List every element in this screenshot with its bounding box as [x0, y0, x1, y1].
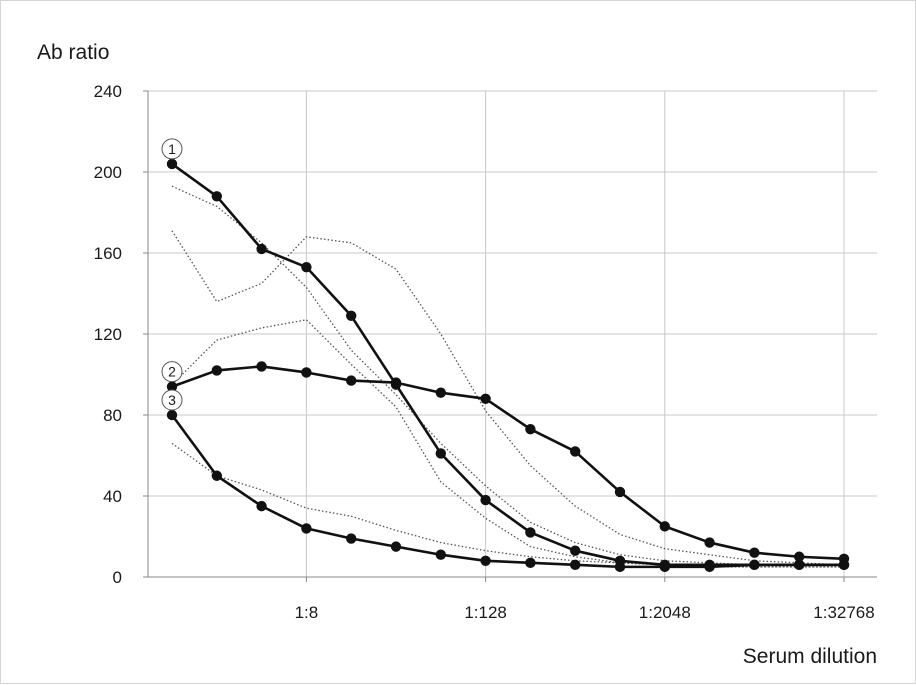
series-2-point [614, 486, 626, 498]
series-3-line [170, 414, 844, 569]
series-3-point [570, 559, 581, 571]
series-1-point [256, 243, 267, 255]
series-1-point [480, 494, 491, 506]
series-3-badge [161, 389, 183, 411]
series-3-point [435, 549, 446, 560]
series-1-point [435, 448, 446, 459]
series-3-point [211, 470, 222, 481]
y-tick-label: 240 [94, 82, 122, 101]
x-axis-title: Serum dilution [743, 645, 877, 668]
series-2-line [171, 365, 845, 561]
series-1-badge-label: 1 [168, 141, 176, 157]
y-tick-label: 0 [113, 568, 122, 587]
series-2-point [211, 365, 222, 376]
y-tick-label: 200 [94, 163, 122, 182]
series-1-point [525, 527, 536, 538]
dotted-series-line [171, 319, 844, 568]
series-1-point [570, 545, 581, 556]
series-group [166, 158, 850, 573]
dotted-series-line [171, 185, 844, 566]
series-3-point [256, 500, 267, 512]
series-3-point [614, 561, 626, 573]
series-2-point [166, 381, 178, 392]
series-2-point [659, 521, 670, 532]
series-3-point [794, 559, 805, 571]
series-3-point [525, 557, 536, 569]
series-3-point [301, 523, 312, 534]
series-2-point [435, 387, 446, 398]
series-1-point [346, 310, 357, 321]
y-tick-label: 160 [94, 244, 122, 263]
series-2-point [480, 393, 491, 404]
series-2-point [749, 547, 760, 558]
series-2-point [794, 551, 805, 562]
x-tick-label: 1:32768 [813, 603, 874, 622]
x-tick-label: 1:128 [464, 603, 507, 622]
series-3-point [838, 559, 850, 571]
series-3-point [480, 555, 491, 566]
series-2-point [256, 361, 267, 372]
dotted-series-line [171, 230, 845, 566]
series-2-point [346, 375, 357, 386]
series-3-point [704, 561, 715, 573]
series-1-point [301, 261, 312, 273]
series-1-badge [161, 138, 183, 160]
series-3-point [346, 533, 357, 544]
series-labels: 1 2 3 [161, 138, 183, 411]
series-3-badge-label: 3 [168, 392, 176, 408]
series-3-point [166, 409, 178, 421]
series-3-point [749, 559, 760, 571]
series-2-point [525, 423, 536, 435]
y-tick-label: 40 [103, 487, 122, 506]
dotted-series-line [171, 442, 844, 568]
series-3-point [390, 541, 402, 552]
series-3-point [659, 561, 670, 573]
series-1-point [166, 158, 178, 170]
x-tick-label: 1:2048 [639, 603, 691, 622]
series-2-badge [161, 361, 183, 383]
axes: 0 40 80 120 160 200 240 1:8 1:128 1:2048 1:32768 [94, 82, 877, 622]
series-1-point [211, 191, 222, 202]
series-2-point [704, 537, 715, 548]
series-2-point [570, 446, 581, 457]
series-2-badge-label: 2 [168, 364, 176, 380]
y-tick-label: 120 [94, 325, 122, 344]
y-axis-title: Ab ratio [37, 41, 109, 64]
x-tick-label: 1:8 [295, 603, 319, 622]
series-2-point [390, 377, 402, 388]
series-2-point [301, 367, 312, 378]
y-tick-label: 80 [103, 406, 122, 425]
